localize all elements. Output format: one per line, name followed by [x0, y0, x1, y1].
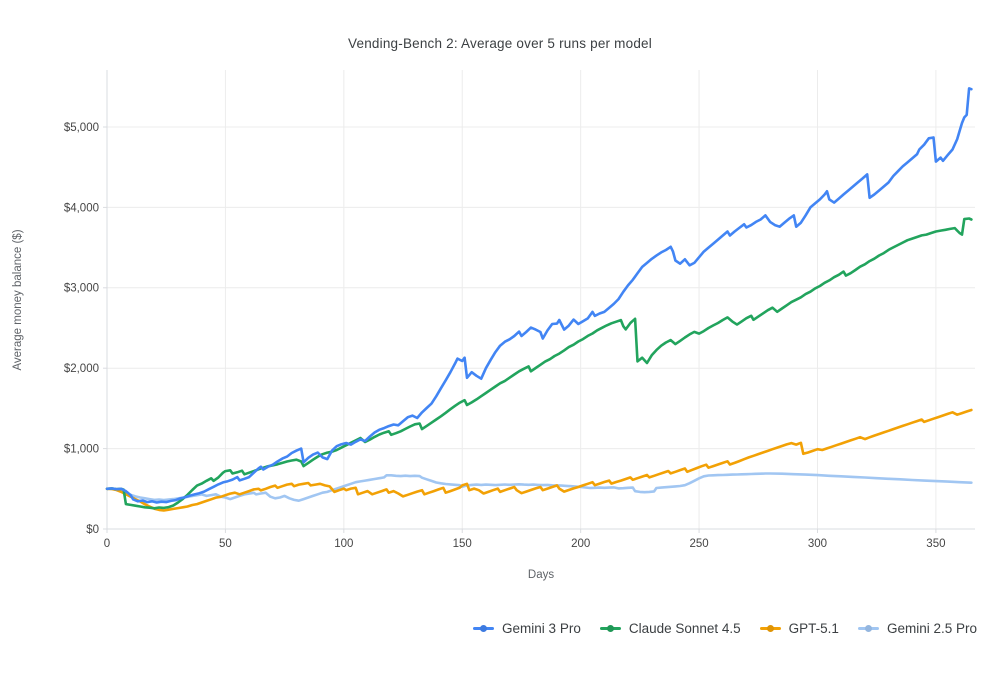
- x-tick-label: 0: [104, 538, 110, 550]
- y-tick-label: $2,000: [64, 363, 99, 375]
- legend-item-gemini-3-pro[interactable]: Gemini 3 Pro: [473, 621, 581, 636]
- legend-marker-icon: [599, 624, 621, 633]
- series-line-gemini-3-pro: [105, 87, 973, 504]
- legend: Gemini 3 Pro Claude Sonnet 4.5 GPT-5.1 Gemi…: [0, 621, 977, 636]
- x-tick-label: 350: [926, 538, 945, 550]
- legend-label: Gemini 3 Pro: [502, 621, 581, 636]
- legend-label: Claude Sonnet 4.5: [628, 621, 741, 636]
- y-tick-label: $4,000: [64, 202, 99, 214]
- x-axis-title: Days: [527, 569, 555, 581]
- legend-marker-icon: [473, 624, 495, 633]
- x-tick-label: 250: [689, 538, 708, 550]
- y-tick-label: $0: [86, 524, 99, 536]
- legend-item-claude-sonnet-4-5[interactable]: Claude Sonnet 4.5: [599, 621, 741, 636]
- legend-label: Gemini 2.5 Pro: [886, 621, 977, 636]
- y-tick-label: $3,000: [64, 283, 99, 295]
- legend-marker-icon: [857, 624, 879, 633]
- y-tick-label: $1,000: [64, 444, 99, 456]
- legend-item-gemini-2-5-pro[interactable]: Gemini 2.5 Pro: [857, 621, 977, 636]
- x-tick-label: 50: [219, 538, 232, 550]
- x-tick-label: 200: [571, 538, 590, 550]
- legend-item-gpt-5-1[interactable]: GPT-5.1: [759, 621, 839, 636]
- series-line-gemini-2-5-pro: [105, 472, 973, 503]
- x-tick-label: 300: [808, 538, 827, 550]
- plot-area: 0 50 100 150 200 250 300 350 $0 $1,000 $2,000 $3,00…: [64, 70, 975, 550]
- chart-title: Vending-Bench 2: Average over 5 runs per…: [348, 36, 652, 51]
- legend-label: GPT-5.1: [788, 621, 839, 636]
- x-tick-label: 150: [453, 538, 472, 550]
- x-tick-label: 100: [334, 538, 353, 550]
- series-line-gpt-5-1: [105, 408, 973, 512]
- legend-marker-icon: [759, 624, 781, 633]
- series-line-claude-sonnet-4-5: [105, 217, 973, 510]
- y-tick-label: $5,000: [64, 122, 99, 134]
